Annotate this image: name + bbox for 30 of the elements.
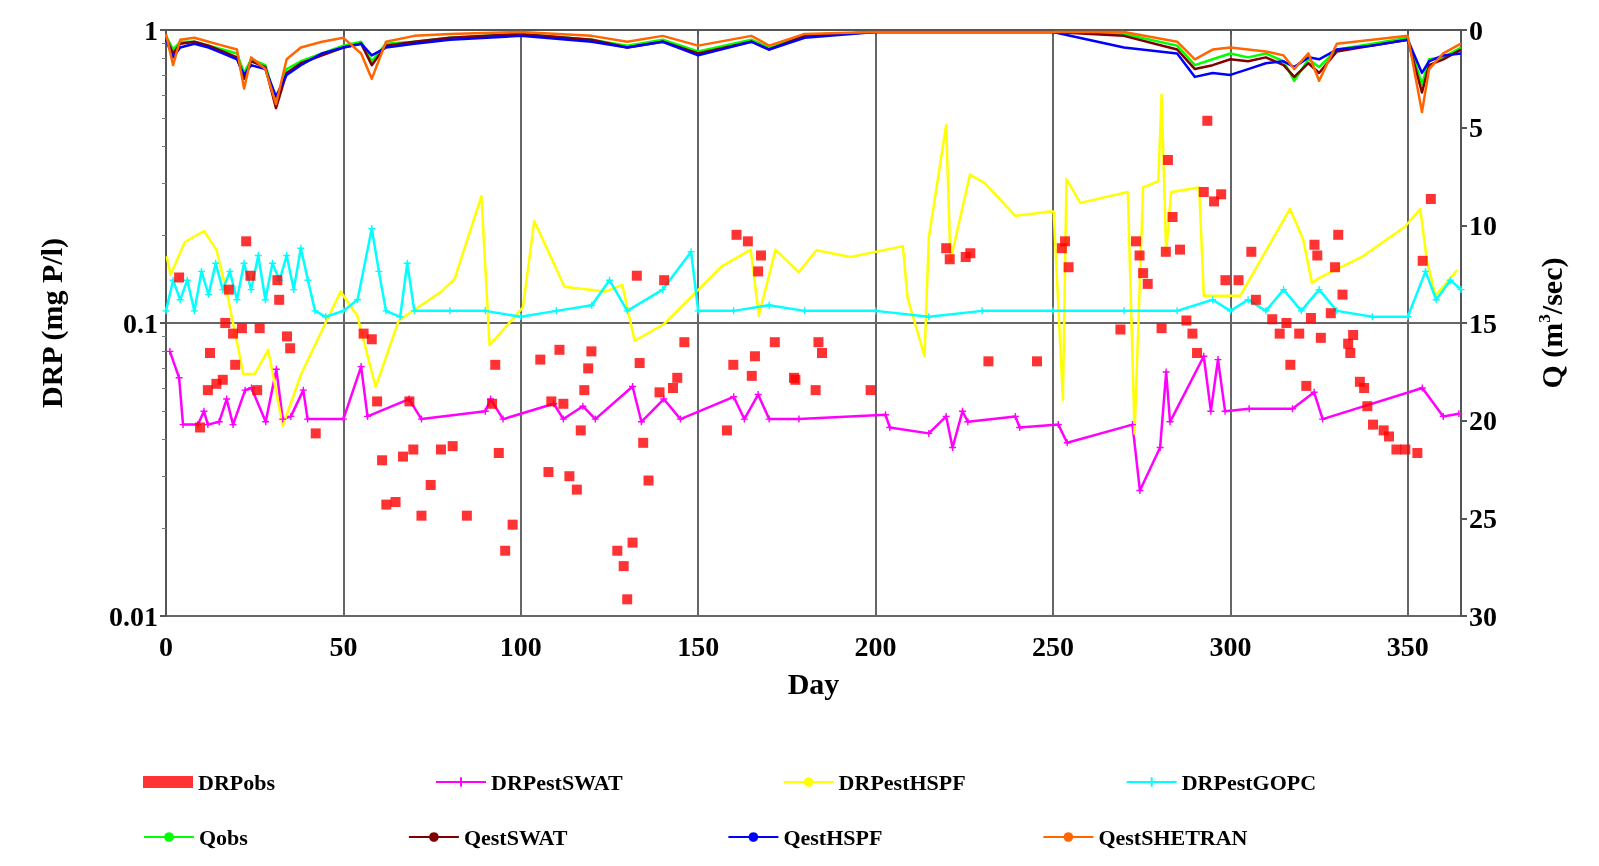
y2-tick-label: 0: [1469, 14, 1483, 46]
x-tick-label: 350: [1386, 630, 1429, 662]
line-series: [165, 93, 1459, 435]
legend-label: QestSHETRAN: [1098, 824, 1248, 850]
x-axis-title: Day: [787, 666, 840, 700]
x-tick-label: 50: [329, 630, 358, 662]
y2-axis-title: Q (m3/sec): [1535, 257, 1569, 389]
legend-label: QestHSPF: [783, 824, 883, 850]
y2-tick-label: 5: [1469, 112, 1483, 144]
y2-tick-label: 25: [1469, 502, 1497, 534]
y2-tick-label: 30: [1469, 600, 1497, 632]
x-tick-label: 150: [677, 630, 720, 662]
x-tick-label: 100: [499, 630, 542, 662]
x-tick-label: 300: [1209, 630, 1252, 662]
y-tick-label: 0.1: [123, 307, 158, 339]
legend-label: Qobs: [199, 824, 249, 850]
legend-label: DRPestSWAT: [491, 769, 623, 795]
x-tick-label: 200: [854, 630, 897, 662]
y2-tick-label: 20: [1469, 405, 1497, 437]
x-tick-label: 250: [1031, 630, 1074, 662]
y2-tick-label: 10: [1469, 209, 1497, 241]
y2-tick-label: 15: [1469, 307, 1497, 339]
legend-label: DRPobs: [198, 769, 276, 795]
y-tick-label: 1: [144, 14, 158, 46]
x-tick-label: 0: [159, 630, 173, 662]
legend-label: QestSWAT: [463, 824, 568, 850]
legend-label: DRPestHSPF: [838, 769, 966, 795]
y-axis-title: DRP (mg P/l): [34, 238, 69, 408]
legend-label: DRPestGOPC: [1181, 769, 1317, 795]
y-tick-label: 0.01: [109, 600, 158, 632]
